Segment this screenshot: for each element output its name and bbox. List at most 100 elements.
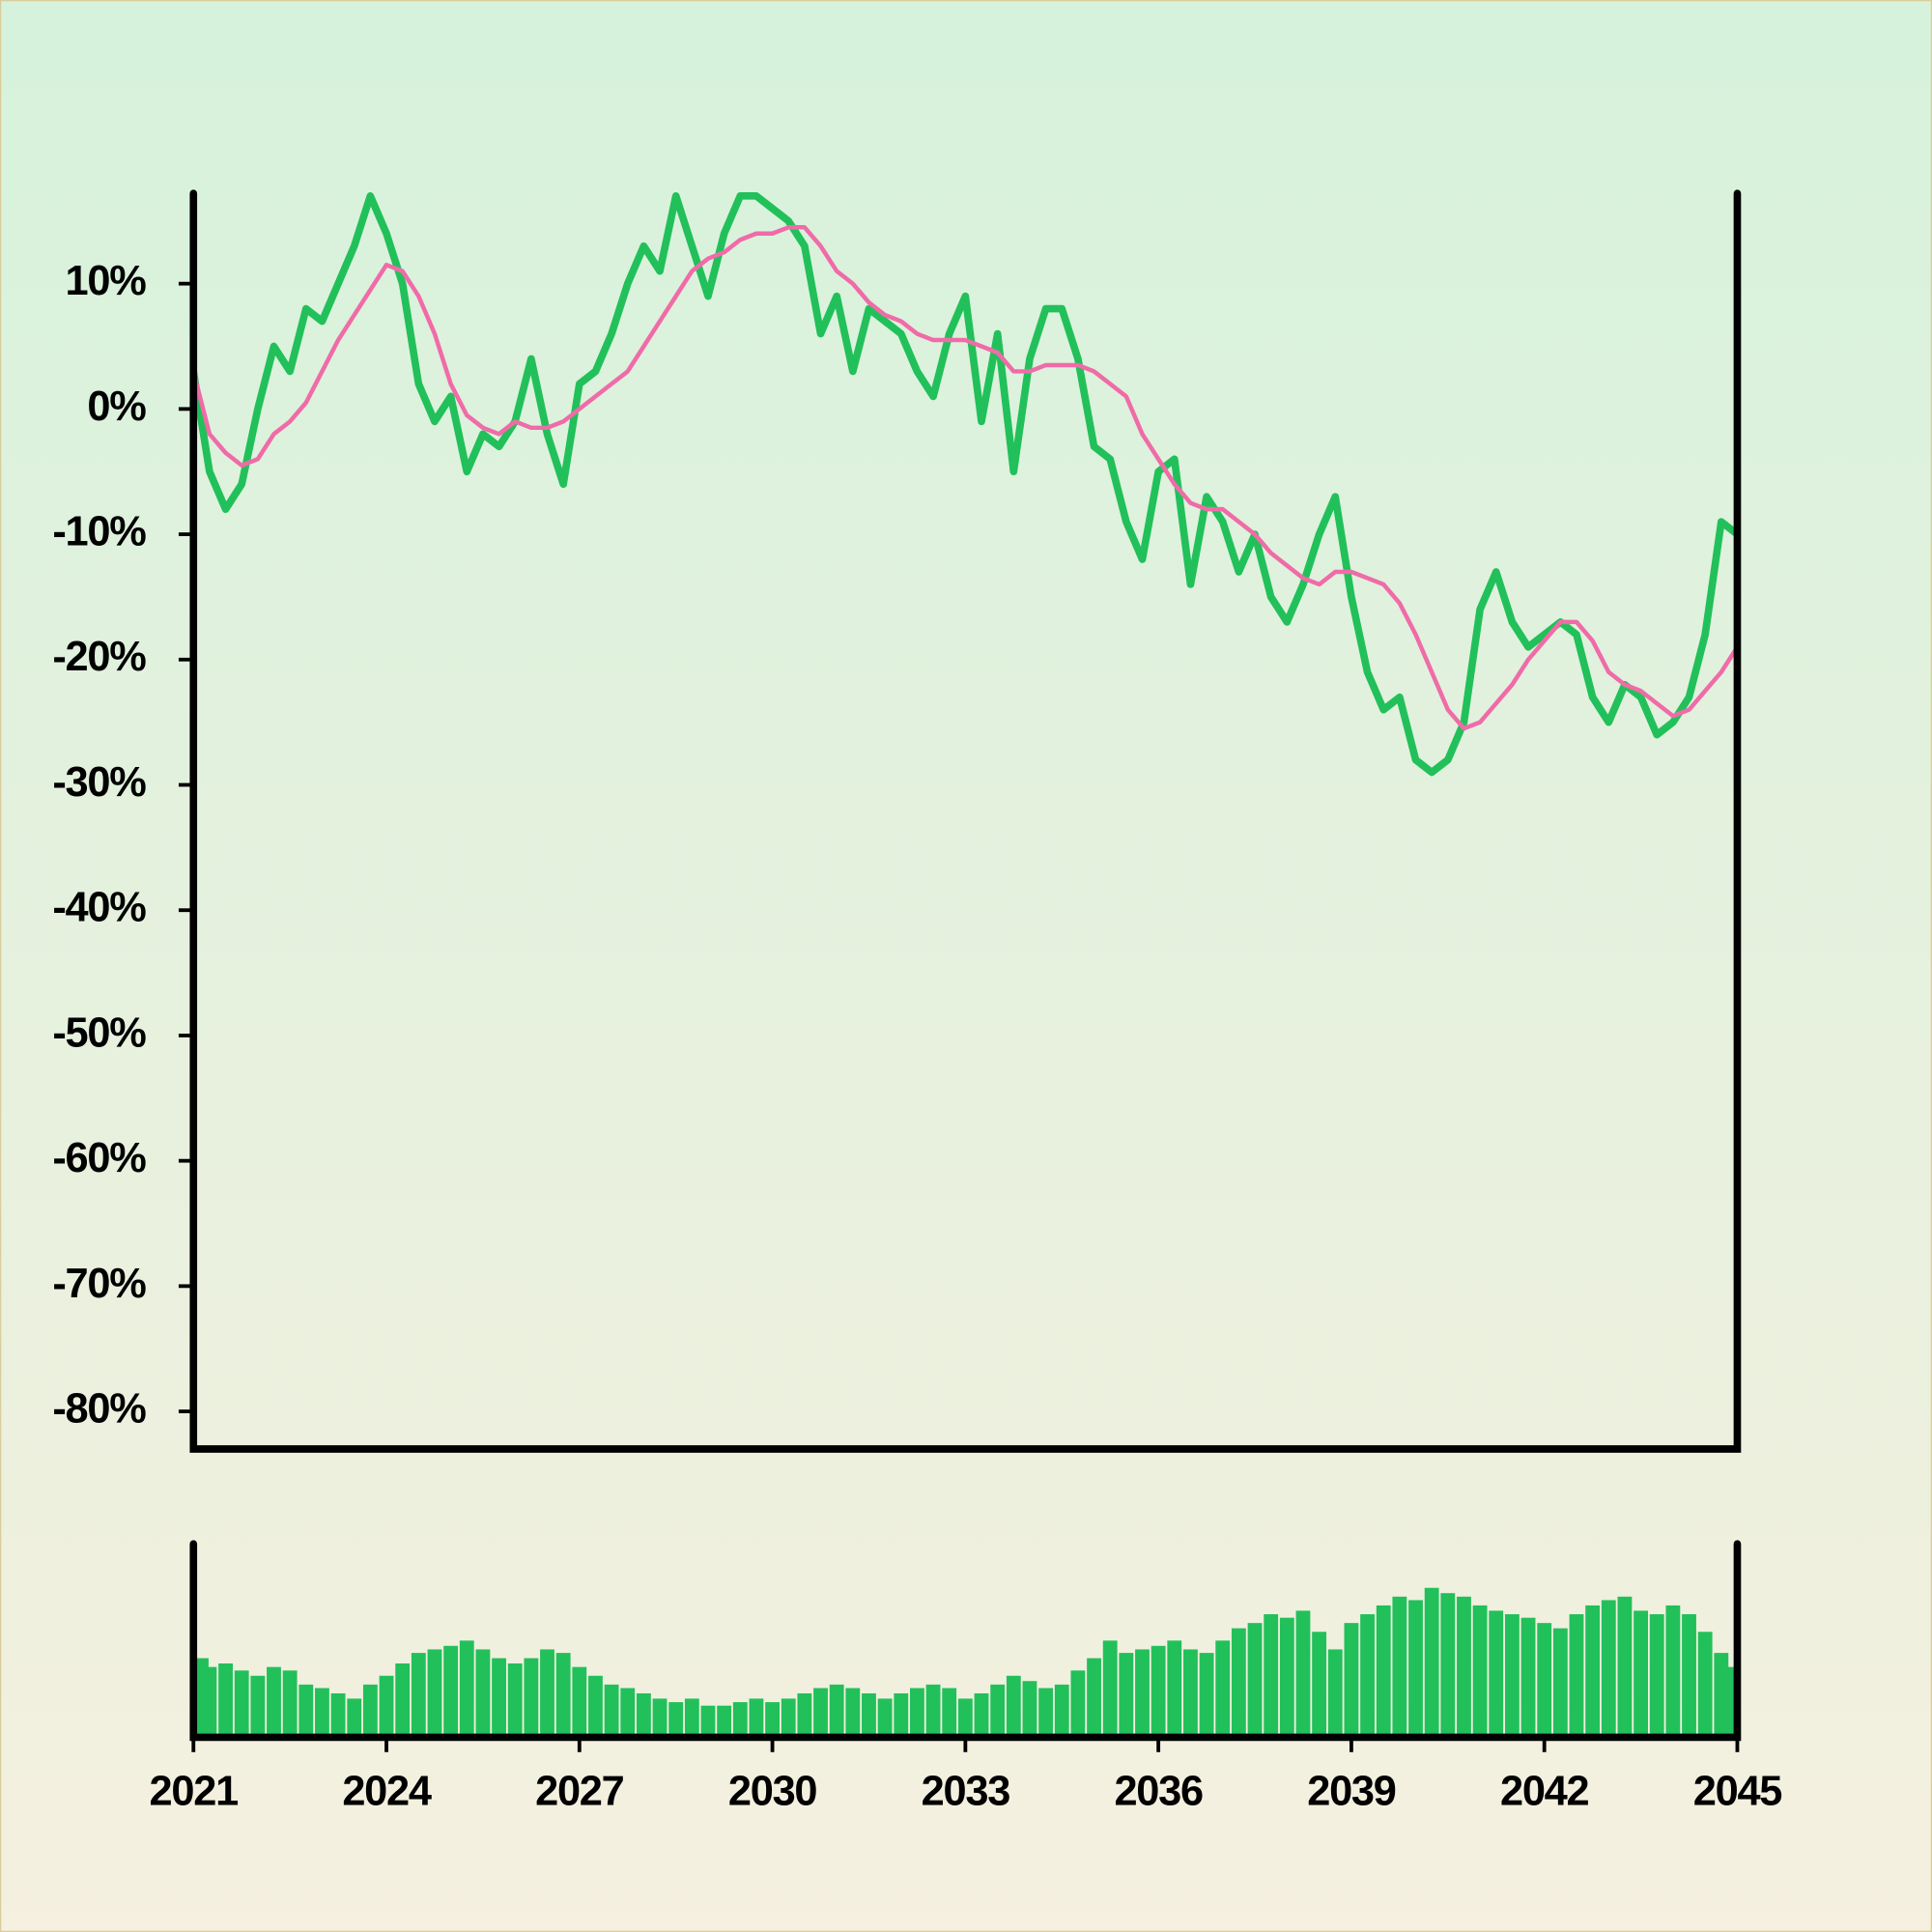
- y-tick-label: -50%: [52, 1009, 146, 1056]
- volume-bar: [990, 1684, 1006, 1738]
- volume-bar: [298, 1684, 314, 1738]
- volume-bar: [749, 1698, 764, 1738]
- volume-bar: [1665, 1605, 1681, 1738]
- volume-bar: [315, 1688, 329, 1738]
- volume-bar: [845, 1688, 861, 1738]
- x-tick-label: 2030: [728, 1769, 817, 1815]
- volume-bar: [1472, 1605, 1488, 1738]
- y-tick-label: -20%: [52, 634, 146, 680]
- volume-bar: [717, 1705, 732, 1738]
- volume-bar: [1552, 1628, 1568, 1738]
- y-tick-label: -70%: [52, 1261, 146, 1307]
- volume-bar: [862, 1692, 876, 1738]
- volume-bar: [732, 1702, 748, 1738]
- volume-bar: [1231, 1628, 1246, 1738]
- volume-bar: [395, 1663, 411, 1738]
- volume-bar: [1199, 1653, 1214, 1738]
- volume-bar: [459, 1640, 474, 1738]
- volume-bar: [282, 1670, 298, 1738]
- volume-bar: [492, 1658, 506, 1738]
- volume-bar: [1087, 1658, 1101, 1738]
- y-tick-label: -80%: [52, 1386, 146, 1433]
- volume-bar: [910, 1688, 924, 1738]
- x-tick-label: 2045: [1693, 1769, 1782, 1815]
- volume-bar: [1360, 1614, 1375, 1738]
- volume-bar: [604, 1684, 619, 1738]
- volume-bar: [1520, 1617, 1536, 1738]
- x-tick-label: 2021: [150, 1769, 239, 1815]
- volume-bar: [668, 1702, 684, 1738]
- x-tick-label: 2036: [1114, 1769, 1203, 1815]
- volume-bar: [652, 1698, 668, 1738]
- volume-bar: [1601, 1600, 1616, 1738]
- volume-bar: [700, 1705, 716, 1738]
- volume-bar: [524, 1658, 539, 1738]
- y-tick-label: -30%: [52, 759, 146, 806]
- x-tick-label: 2042: [1500, 1769, 1589, 1815]
- volume-bar: [1038, 1688, 1054, 1738]
- volume-bar: [1135, 1649, 1150, 1738]
- volume-bar: [1183, 1649, 1198, 1738]
- volume-bar: [813, 1688, 828, 1738]
- volume-bar: [1054, 1684, 1069, 1738]
- volume-bar: [507, 1663, 523, 1738]
- x-tick-label: 2027: [535, 1769, 624, 1815]
- volume-bar: [347, 1698, 362, 1738]
- volume-bar: [1457, 1596, 1471, 1738]
- volume-bar: [1682, 1614, 1696, 1738]
- volume-bar: [1279, 1617, 1294, 1738]
- y-tick-label: 10%: [66, 258, 147, 304]
- volume-bar: [1489, 1610, 1504, 1738]
- volume-bar: [202, 1666, 217, 1738]
- volume-bar: [1424, 1587, 1439, 1738]
- volume-bar: [877, 1698, 893, 1738]
- volume-bar: [1392, 1596, 1407, 1738]
- volume-bar: [636, 1692, 651, 1738]
- volume-bar: [1408, 1600, 1423, 1738]
- volume-bar: [1649, 1614, 1664, 1738]
- volume-bar: [379, 1675, 394, 1738]
- y-tick-label: -10%: [52, 509, 146, 555]
- volume-bar: [942, 1688, 957, 1738]
- series-line: [189, 192, 1740, 777]
- volume-bar: [540, 1649, 554, 1738]
- volume-bar: [1119, 1653, 1134, 1738]
- volume-bar: [250, 1675, 266, 1738]
- volume-bar: [330, 1692, 346, 1738]
- volume-bar: [443, 1645, 459, 1738]
- volume-bar: [1070, 1670, 1086, 1738]
- volume-bar: [974, 1692, 989, 1738]
- volume-bar: [797, 1692, 812, 1738]
- volume-bar: [1167, 1640, 1182, 1738]
- volume-bar: [1022, 1681, 1037, 1738]
- volume-bar: [1151, 1645, 1166, 1738]
- volume-bar: [411, 1653, 426, 1738]
- volume-bar: [1312, 1632, 1327, 1738]
- series-line: [191, 225, 1740, 731]
- volume-bar: [957, 1698, 973, 1738]
- volume-bar: [620, 1688, 636, 1738]
- volume-bar: [894, 1692, 909, 1738]
- volume-bar: [1440, 1593, 1456, 1738]
- volume-bar: [572, 1666, 587, 1738]
- main-frame: [189, 189, 1742, 1453]
- volume-bar: [1264, 1614, 1279, 1738]
- volume-bar: [1585, 1605, 1601, 1738]
- volume-bar: [1376, 1605, 1391, 1738]
- volume-bar: [362, 1684, 378, 1738]
- volume-bar: [1537, 1623, 1552, 1738]
- volume-bar: [765, 1702, 780, 1738]
- volume-bar: [925, 1684, 941, 1738]
- volume-bar: [555, 1653, 571, 1738]
- volume-bar: [1006, 1675, 1021, 1738]
- volume-bar: [1697, 1632, 1713, 1738]
- volume-bar: [1247, 1623, 1263, 1738]
- volume-bar: [684, 1698, 699, 1738]
- plot-area: [189, 192, 1740, 1738]
- volume-bar: [234, 1670, 249, 1738]
- volume-bar: [1344, 1623, 1359, 1738]
- volume-bar: [829, 1684, 844, 1738]
- volume-bar: [781, 1698, 796, 1738]
- volume-bar: [1295, 1610, 1311, 1738]
